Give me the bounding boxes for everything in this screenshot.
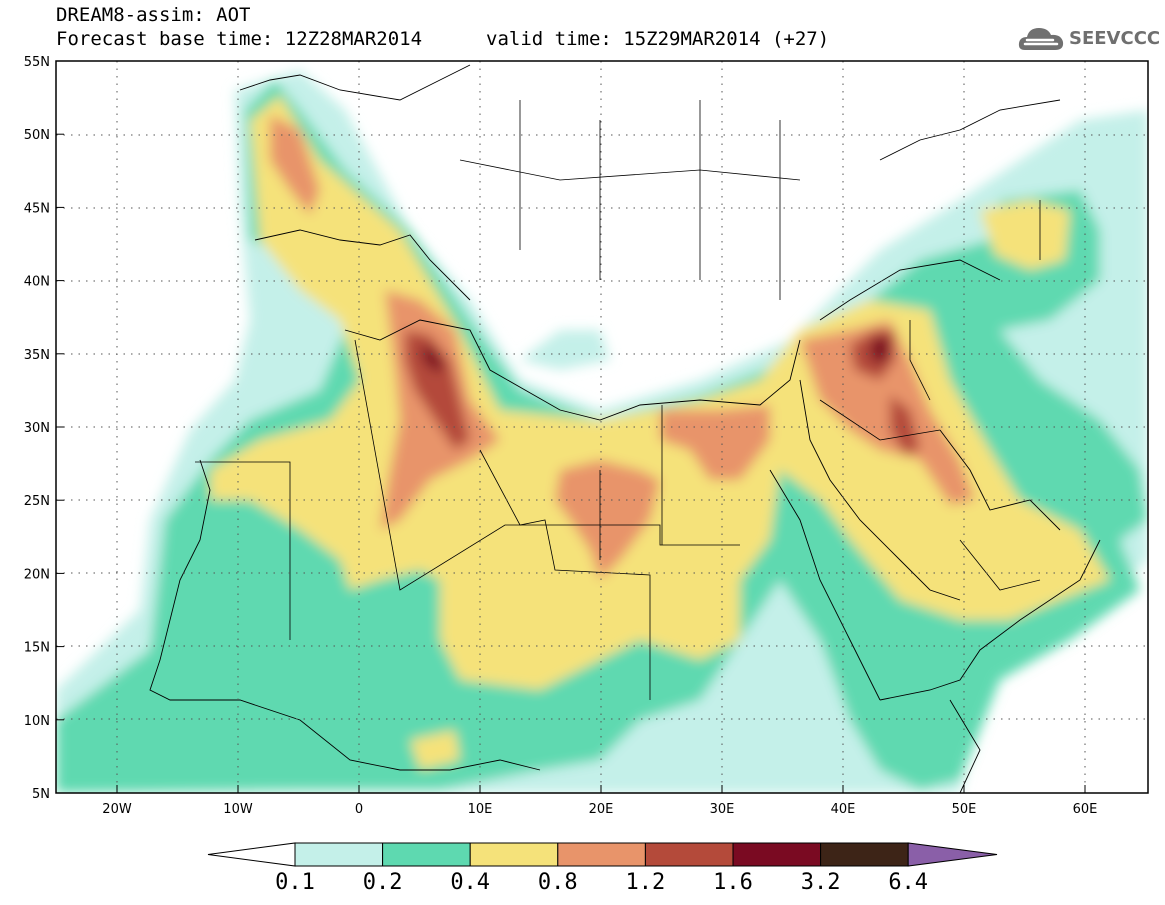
seevccc-logo: SEEVCCC xyxy=(1017,22,1161,56)
colorbar-swatch xyxy=(820,842,909,867)
x-tick-label: 60E xyxy=(1073,802,1098,817)
colorbar-swatch xyxy=(557,842,646,867)
colorbar-label: 3.2 xyxy=(800,870,841,895)
x-tick-label: 40E xyxy=(831,802,856,817)
y-tick-label: 25N xyxy=(24,494,50,509)
cloud-icon xyxy=(1018,28,1064,50)
colorbar-label: 0.8 xyxy=(537,870,578,895)
colorbar-over-triangle xyxy=(907,842,998,867)
y-tick-label: 45N xyxy=(24,201,50,216)
y-tick-label: 55N xyxy=(24,55,50,70)
aot-field xyxy=(56,61,1148,793)
colorbar xyxy=(207,842,998,867)
colorbar-swatch xyxy=(294,842,384,867)
y-tick-label: 20N xyxy=(24,567,50,582)
y-tick-label: 40N xyxy=(24,275,50,290)
y-tick-label: 50N xyxy=(24,128,50,143)
y-tick-label: 30N xyxy=(24,421,50,436)
x-tick-label: 20E xyxy=(589,802,614,817)
colorbar-swatch xyxy=(469,842,559,867)
coastlines xyxy=(149,64,1101,793)
y-axis: 55N 50N 45N 40N 35N 30N 25N 20N 15N 10N 5N xyxy=(24,55,64,802)
colorbar-swatch xyxy=(732,842,822,867)
forecast-base-time: Forecast base time: 12Z28MAR2014 valid ti… xyxy=(56,28,829,50)
map-title: DREAM8-assim: AOT xyxy=(56,4,251,26)
logo-text: SEEVCCC xyxy=(1069,28,1161,49)
colorbar-label: 0.2 xyxy=(362,870,403,895)
colorbar-swatch xyxy=(644,842,734,867)
colorbar-under-triangle xyxy=(207,842,296,867)
colorbar-label: 1.2 xyxy=(625,870,666,895)
x-tick-label: 10W xyxy=(223,802,253,817)
x-axis: 20W 10W 0 10E 20E 30E 40E 50E 60E xyxy=(102,785,1097,817)
y-tick-label: 35N xyxy=(24,348,50,363)
x-tick-label: 20W xyxy=(102,802,132,817)
y-tick-label: 15N xyxy=(24,641,50,656)
x-tick-label: 30E xyxy=(710,802,735,817)
colorbar-label: 0.1 xyxy=(275,870,315,895)
y-tick-label: 10N xyxy=(24,714,50,729)
colorbar-label: 1.6 xyxy=(713,870,753,895)
valid-time-text: valid time: 15Z29MAR2014 (+27) xyxy=(486,28,830,50)
colorbar-label: 6.4 xyxy=(888,870,929,895)
borders xyxy=(195,100,1041,700)
x-tick-label: 50E xyxy=(952,802,977,817)
colorbar-swatch xyxy=(382,842,471,867)
y-tick-label: 5N xyxy=(32,787,50,802)
x-tick-label: 10E xyxy=(468,802,493,817)
base-time-text: Forecast base time: 12Z28MAR2014 xyxy=(56,28,423,50)
x-tick-label: 0 xyxy=(355,802,363,817)
colorbar-label: 0.4 xyxy=(450,870,491,895)
